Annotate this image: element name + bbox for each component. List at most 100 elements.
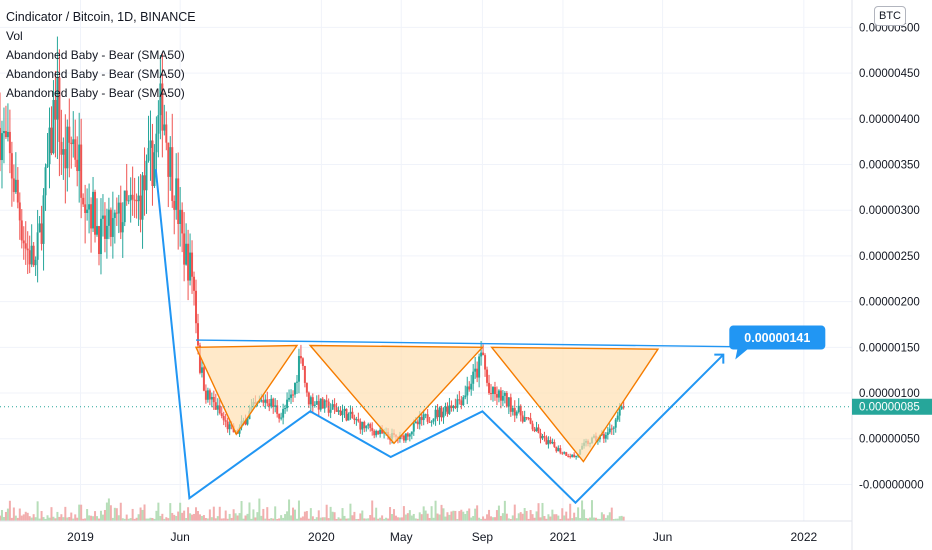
volume-bar — [115, 508, 118, 521]
candle-body — [54, 99, 57, 120]
candle-body — [32, 245, 35, 266]
volume-bar — [56, 511, 59, 521]
candle-body — [371, 427, 374, 431]
candle-body — [14, 179, 17, 193]
volume-bar — [442, 508, 445, 521]
candle-body — [301, 358, 304, 366]
candle-body — [284, 408, 287, 410]
candle-body — [282, 409, 285, 418]
volume-bar — [349, 503, 352, 521]
volume-bar — [183, 510, 186, 521]
candle-body — [555, 446, 558, 452]
volume-bar — [270, 518, 273, 521]
candle-body — [426, 414, 429, 422]
candle-body — [196, 323, 199, 346]
volume-bar — [385, 517, 388, 521]
candle-body — [10, 153, 13, 179]
candle-body — [517, 405, 520, 413]
volume-bar — [52, 516, 55, 521]
x-tick-label: Jun — [170, 530, 189, 544]
candle-body — [113, 212, 116, 219]
volume-bar — [596, 518, 599, 521]
candle-body — [121, 222, 124, 233]
candle-body — [511, 408, 514, 412]
volume-bar — [482, 516, 485, 521]
candle-body — [60, 141, 63, 155]
candle-body — [440, 407, 443, 418]
volume-bar — [286, 511, 289, 521]
candle-body — [503, 392, 506, 396]
x-tick-label: 2019 — [67, 530, 94, 544]
volume-bar — [169, 503, 172, 521]
volume-bar — [220, 518, 223, 521]
volume-bar — [260, 515, 263, 521]
candle-body — [484, 355, 487, 370]
candle-body — [90, 204, 93, 229]
candle-body — [561, 452, 564, 454]
candle-body — [171, 147, 174, 201]
candle-body — [474, 368, 477, 372]
volume-bar — [76, 517, 79, 521]
candle-body — [163, 124, 166, 131]
volume-bar — [256, 512, 259, 521]
volume-bar — [32, 514, 35, 521]
candle-body — [292, 394, 295, 396]
candle-body — [569, 456, 572, 458]
candle-body — [228, 424, 231, 430]
volume-bar — [577, 507, 580, 521]
drawings[interactable]: 0.00000141 — [0, 168, 852, 505]
volume-bar — [2, 517, 5, 521]
candle-body — [420, 417, 423, 421]
volume-bar — [86, 509, 89, 521]
candle-body — [288, 397, 291, 400]
volume-bar — [579, 518, 582, 521]
volume-bar — [131, 508, 134, 521]
candle-body — [64, 149, 67, 169]
candle-body — [412, 423, 415, 432]
volume-bar — [117, 515, 120, 521]
y-tick-label: 0.00000350 — [859, 160, 920, 172]
volume-bar — [355, 518, 358, 521]
candle-body — [462, 397, 465, 406]
candle-body — [175, 178, 178, 210]
candle-body — [343, 408, 346, 411]
volume-bar — [46, 515, 49, 521]
volume-bar — [503, 500, 506, 521]
volume-bar — [210, 517, 213, 521]
candle-body — [456, 399, 459, 408]
candle-body — [355, 419, 358, 421]
volume-bar — [301, 516, 304, 521]
volume-bar — [232, 509, 235, 521]
volume-bar — [22, 514, 25, 521]
candle-body — [107, 209, 110, 226]
volume-bar — [238, 513, 241, 521]
y-tick-label: 0.00000100 — [859, 388, 920, 400]
candle-body — [147, 147, 150, 161]
volume-bar — [531, 514, 534, 521]
volume-bar — [58, 516, 61, 521]
volume-bar — [392, 509, 395, 521]
volume-bar — [588, 517, 591, 521]
volume-bar — [497, 505, 500, 521]
candle-body — [408, 434, 411, 437]
candle-body — [270, 398, 273, 407]
currency-button[interactable]: BTC — [874, 6, 906, 26]
candle-body — [185, 243, 188, 265]
volume-bar — [80, 504, 83, 521]
candle-body — [507, 397, 510, 407]
volume-bar — [82, 518, 85, 521]
volume-bar — [248, 502, 251, 521]
candle-body — [46, 164, 49, 168]
volume-bar — [276, 518, 279, 521]
candle-body — [602, 433, 605, 439]
volume-bar — [139, 507, 142, 521]
volume-bar — [12, 507, 15, 521]
volume-bar — [240, 501, 243, 521]
volume-bar — [135, 517, 138, 521]
volume-bar — [36, 501, 39, 521]
candle-body — [610, 428, 613, 430]
candle-body — [189, 252, 192, 281]
candle-body — [499, 390, 502, 401]
